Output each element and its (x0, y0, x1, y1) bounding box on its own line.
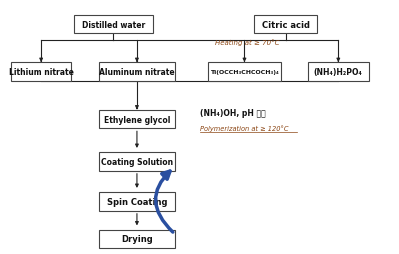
FancyBboxPatch shape (99, 110, 175, 129)
FancyBboxPatch shape (99, 152, 175, 171)
Text: (NH₄)H₂PO₄: (NH₄)H₂PO₄ (314, 68, 363, 77)
Text: Heating at ≥ 70°C: Heating at ≥ 70°C (215, 40, 280, 46)
Text: Aluminum nitrate: Aluminum nitrate (99, 68, 175, 77)
Text: Citric acid: Citric acid (261, 21, 310, 29)
Text: Distilled water: Distilled water (82, 21, 145, 29)
Text: Polymerization at ≥ 120°C: Polymerization at ≥ 120°C (200, 125, 288, 131)
Text: Lithium nitrate: Lithium nitrate (9, 68, 73, 77)
FancyBboxPatch shape (99, 230, 175, 248)
FancyBboxPatch shape (74, 15, 152, 34)
FancyBboxPatch shape (99, 63, 175, 82)
Text: Drying: Drying (121, 234, 153, 244)
FancyBboxPatch shape (11, 63, 71, 82)
Text: Ti(OCCH₃CHCOCH₃)₄: Ti(OCCH₃CHCOCH₃)₄ (210, 70, 279, 75)
Text: Ethylene glycol: Ethylene glycol (104, 115, 170, 124)
Text: Spin Coating: Spin Coating (107, 197, 167, 206)
Text: Coating Solution: Coating Solution (101, 157, 173, 166)
FancyBboxPatch shape (254, 15, 317, 34)
Text: (NH₄)OH, pH 조절: (NH₄)OH, pH 조절 (200, 109, 265, 118)
FancyBboxPatch shape (99, 192, 175, 211)
FancyBboxPatch shape (308, 63, 369, 82)
FancyBboxPatch shape (208, 63, 280, 82)
FancyArrowPatch shape (156, 171, 173, 232)
